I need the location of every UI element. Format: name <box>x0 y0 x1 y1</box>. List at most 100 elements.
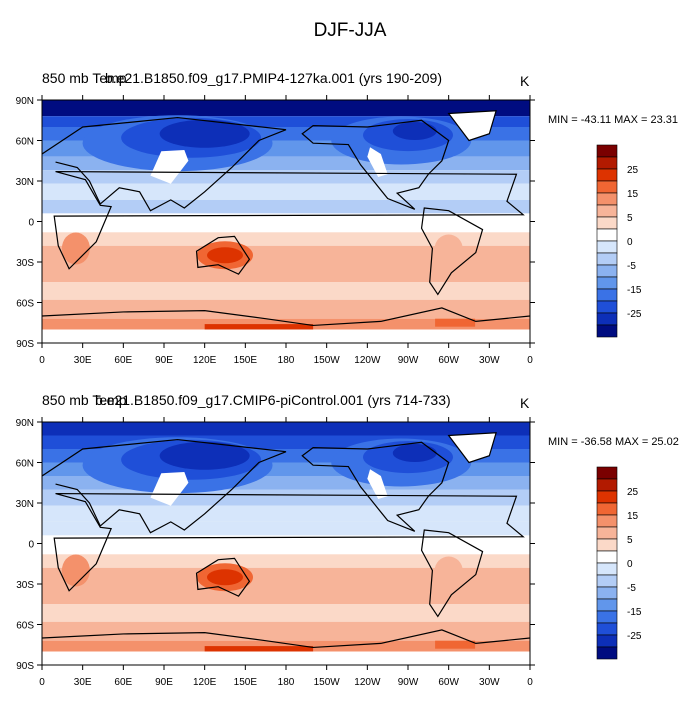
variable-label: 850 mb Temp <box>42 392 127 408</box>
colorbar-swatch <box>596 324 618 338</box>
lon-tick-label: 90E <box>155 355 173 366</box>
lon-tick-label: 150E <box>234 355 258 366</box>
lon-tick-label: 0 <box>39 677 45 688</box>
colorbar-swatch <box>596 622 618 636</box>
lon-tick-label: 30E <box>74 677 92 688</box>
colorbar-swatch <box>596 300 618 314</box>
colorbar-swatch <box>596 598 618 612</box>
colorbar-swatch <box>596 180 618 194</box>
lat-tick-label: 90S <box>16 661 34 672</box>
min-max-label: MIN = -43.11 MAX = 23.31 <box>548 114 679 126</box>
temperature-field <box>42 422 530 665</box>
colorbar-label: -15 <box>627 607 642 618</box>
temperature-field <box>42 100 530 343</box>
colorbar-swatch <box>596 646 618 660</box>
lon-tick-label: 150E <box>234 677 258 688</box>
colorbar-swatch <box>596 610 618 624</box>
colorbar-swatch <box>596 276 618 290</box>
colorbar-swatch <box>596 264 618 278</box>
colorbar-label: 5 <box>627 535 633 546</box>
colorbar-label: -25 <box>627 631 642 642</box>
colorbar-label: 5 <box>627 213 633 224</box>
lon-tick-label: 60E <box>114 677 132 688</box>
colorbar-swatch <box>596 478 618 492</box>
colorbar-swatch <box>596 288 618 302</box>
lon-tick-label: 90E <box>155 677 173 688</box>
colorbar-swatch <box>596 312 618 326</box>
case-label: b.e21.B1850.f09_g17.PMIP4-127ka.001 (yrs… <box>105 70 443 86</box>
colorbar-label: 25 <box>627 487 639 498</box>
lat-tick-label: 30S <box>16 258 34 269</box>
lat-tick-label: 90S <box>16 339 34 350</box>
variable-label: 850 mb Temp <box>42 70 127 86</box>
lat-tick-label: 60N <box>16 459 34 470</box>
lon-tick-label: 60E <box>114 355 132 366</box>
lat-tick-label: 60N <box>16 137 34 148</box>
colorbar-swatch <box>596 490 618 504</box>
colorbar-swatch <box>596 192 618 206</box>
colorbar-swatch <box>596 538 618 552</box>
colorbar-swatch <box>596 526 618 540</box>
colorbar-label: -15 <box>627 285 642 296</box>
figure-title: DJF-JJA <box>313 20 387 41</box>
colorbar-swatch <box>596 574 618 588</box>
lat-tick-label: 30N <box>16 499 34 510</box>
lon-tick-label: 60W <box>438 677 459 688</box>
colorbar-label: 15 <box>627 511 639 522</box>
lon-tick-label: 60W <box>438 355 459 366</box>
colorbar-swatch <box>596 550 618 564</box>
lon-tick-label: 180 <box>278 677 295 688</box>
lon-tick-label: 90W <box>398 677 419 688</box>
lon-tick-label: 90W <box>398 355 419 366</box>
units-label: K <box>520 73 530 89</box>
colorbar-swatch <box>596 156 618 170</box>
colorbar-swatch <box>596 144 618 158</box>
lon-tick-label: 150W <box>314 355 341 366</box>
colorbar-swatch <box>596 466 618 480</box>
colorbar-swatch <box>596 502 618 516</box>
lon-tick-label: 120E <box>193 677 217 688</box>
lat-tick-label: 90N <box>16 418 34 429</box>
lon-tick-label: 30E <box>74 355 92 366</box>
colorbar-swatch <box>596 168 618 182</box>
lon-tick-label: 150W <box>314 677 341 688</box>
lat-tick-label: 0 <box>28 540 34 551</box>
lon-tick-label: 0 <box>527 677 533 688</box>
colorbar-swatch <box>596 228 618 242</box>
units-label: K <box>520 395 530 411</box>
lat-tick-label: 90N <box>16 96 34 107</box>
colorbar-label: -25 <box>627 309 642 320</box>
map-svg: 90N 60N 30N 0 30S 60S 90S 0 30E 60E 90E 120E 150E 180… <box>16 95 642 366</box>
colorbar-label: 0 <box>627 559 633 570</box>
lat-tick-label: 60S <box>16 299 34 310</box>
lat-tick-label: 0 <box>28 218 34 229</box>
colorbar-label: 15 <box>627 189 639 200</box>
colorbar-swatch <box>596 562 618 576</box>
lon-tick-label: 120E <box>193 355 217 366</box>
case-label: b.e21.B1850.f09_g17.CMIP6-piControl.001 … <box>95 392 451 408</box>
lon-tick-label: 120W <box>354 355 381 366</box>
map-panel-bottom: 850 mb Temp b.e21.B1850.f09_g17.CMIP6-pi… <box>0 392 700 712</box>
colorbar-swatch <box>596 204 618 218</box>
lat-tick-label: 30S <box>16 580 34 591</box>
lon-tick-label: 0 <box>527 355 533 366</box>
colorbar-swatch <box>596 634 618 648</box>
min-max-label: MIN = -36.58 MAX = 25.02 <box>548 436 679 448</box>
lon-tick-label: 120W <box>354 677 381 688</box>
colorbar-label: 25 <box>627 165 639 176</box>
colorbar-label: -5 <box>627 583 636 594</box>
colorbar-swatch <box>596 240 618 254</box>
map-svg: 90N 60N 30N 0 30S 60S 90S 0 30E 60E 90E 120E 150E 180… <box>16 417 642 688</box>
lon-tick-label: 0 <box>39 355 45 366</box>
lon-tick-label: 30W <box>479 355 500 366</box>
lat-tick-label: 30N <box>16 177 34 188</box>
colorbar-swatch <box>596 216 618 230</box>
colorbar-swatch <box>596 514 618 528</box>
colorbar-swatch <box>596 586 618 600</box>
lat-tick-label: 60S <box>16 621 34 632</box>
colorbar-label: 0 <box>627 237 633 248</box>
colorbar-label: -5 <box>627 261 636 272</box>
colorbar-swatch <box>596 252 618 266</box>
lon-tick-label: 180 <box>278 355 295 366</box>
map-panel-top: 850 mb Temp b.e21.B1850.f09_g17.PMIP4-12… <box>0 70 700 390</box>
